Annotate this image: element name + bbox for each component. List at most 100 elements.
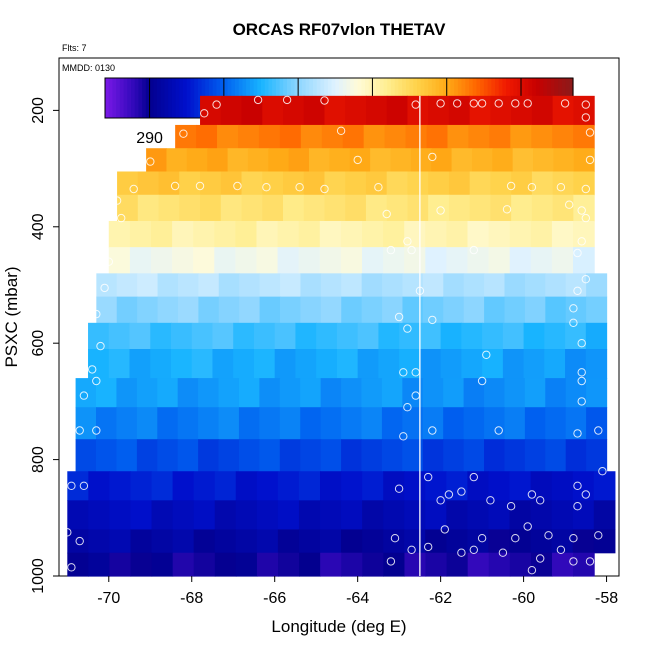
heatmap-cell bbox=[172, 471, 195, 501]
heatmap-cell bbox=[341, 439, 363, 472]
heatmap-cell bbox=[109, 529, 132, 554]
heatmap-cell bbox=[256, 552, 279, 577]
heatmap-cell bbox=[488, 471, 511, 501]
observation-point bbox=[129, 184, 138, 194]
heatmap-cell bbox=[256, 500, 279, 531]
heatmap-cell bbox=[448, 194, 471, 222]
heatmap-cell bbox=[565, 322, 587, 350]
colorbar-swatch bbox=[183, 78, 188, 118]
heatmap-cell bbox=[533, 148, 554, 173]
heatmap-cell bbox=[509, 247, 532, 274]
observation-point bbox=[424, 472, 433, 482]
observation-point bbox=[282, 95, 292, 105]
observation-point bbox=[457, 548, 466, 557]
observation-point bbox=[436, 99, 445, 108]
colorbar-swatch bbox=[186, 78, 192, 118]
colorbar-swatch bbox=[190, 78, 195, 118]
heatmap-cell bbox=[309, 148, 330, 173]
heatmap-cell bbox=[67, 529, 89, 554]
heatmap-cell bbox=[404, 500, 426, 531]
colorbar-swatch bbox=[179, 78, 184, 118]
heatmap-cell bbox=[259, 378, 281, 408]
heatmap-cell bbox=[88, 471, 111, 501]
heatmap-cell bbox=[200, 171, 222, 196]
y-axis-label: PSXC (mbar) bbox=[2, 266, 21, 367]
heatmap-cell bbox=[467, 220, 490, 248]
heatmap-cell bbox=[218, 273, 240, 298]
heatmap-cell bbox=[362, 220, 384, 248]
heatmap-cell bbox=[75, 439, 97, 472]
colorbar-swatch bbox=[123, 78, 128, 118]
heatmap-cell bbox=[88, 552, 111, 577]
colorbar-swatch bbox=[142, 78, 147, 118]
heatmap-cell bbox=[551, 552, 574, 577]
x-axis-tick-label: -66 bbox=[263, 590, 286, 607]
heatmap-cell bbox=[509, 529, 532, 554]
heatmap-cell bbox=[440, 322, 462, 350]
heatmap-cell bbox=[320, 378, 342, 408]
observation-point bbox=[428, 152, 437, 162]
heatmap-cell bbox=[565, 273, 587, 298]
heatmap-cell bbox=[214, 220, 236, 248]
heatmap-cell bbox=[488, 500, 511, 531]
heatmap-cell bbox=[370, 148, 392, 173]
heatmap-cell bbox=[386, 171, 409, 196]
heatmap-cell bbox=[362, 471, 384, 501]
heatmap-cell bbox=[88, 500, 111, 531]
observation-point bbox=[477, 99, 487, 108]
observation-point bbox=[386, 245, 396, 255]
heatmap-cell bbox=[235, 471, 258, 501]
heatmap-cell bbox=[233, 349, 255, 379]
observation-point bbox=[585, 155, 595, 165]
heatmap-cell bbox=[502, 322, 525, 350]
heatmap-cell bbox=[362, 529, 384, 554]
observation-point bbox=[581, 490, 590, 499]
heatmap-cell bbox=[214, 471, 237, 501]
heatmap-cell bbox=[545, 273, 567, 298]
heatmap-cell bbox=[586, 273, 608, 298]
observation-point bbox=[96, 341, 105, 351]
observation-point bbox=[117, 213, 126, 223]
heatmap-cell bbox=[573, 247, 595, 274]
observation-point bbox=[556, 183, 566, 192]
heatmap-cell bbox=[316, 322, 338, 350]
observation-point bbox=[573, 248, 582, 258]
heatmap-cell bbox=[422, 378, 444, 408]
heatmap-cell bbox=[345, 194, 367, 222]
heatmap-cell bbox=[67, 552, 89, 577]
heatmap-cell bbox=[235, 500, 258, 531]
heatmap-cell bbox=[279, 407, 301, 440]
heatmap-cell bbox=[220, 171, 243, 196]
heatmap-cell bbox=[277, 220, 300, 248]
heatmap-cell bbox=[488, 247, 511, 274]
observation-point bbox=[403, 324, 412, 333]
heatmap-cell bbox=[361, 296, 383, 324]
heatmap-cell bbox=[298, 247, 321, 274]
heatmap-cell bbox=[280, 296, 302, 324]
heatmap-cell bbox=[504, 296, 526, 324]
heatmap-cell bbox=[172, 500, 195, 531]
x-axis-tick-label: -64 bbox=[346, 590, 369, 607]
heatmap-cell bbox=[218, 407, 240, 440]
observation-point bbox=[436, 496, 445, 505]
observation-point bbox=[469, 545, 478, 554]
heatmap-cell bbox=[585, 322, 608, 350]
heatmap-cell bbox=[378, 349, 400, 379]
observation-point bbox=[573, 481, 582, 490]
heatmap-cell bbox=[253, 349, 276, 379]
heatmap-cell bbox=[523, 322, 545, 350]
observation-point bbox=[511, 534, 520, 543]
heatmap-cell bbox=[109, 500, 132, 531]
heatmap-cell bbox=[357, 322, 380, 350]
heatmap-cell bbox=[422, 407, 444, 440]
heatmap-cell bbox=[238, 439, 260, 472]
observation-point bbox=[320, 96, 329, 105]
heatmap-cell bbox=[448, 95, 471, 126]
heatmap-cell bbox=[544, 349, 566, 379]
heatmap-cell bbox=[341, 296, 363, 324]
observation-point bbox=[112, 196, 122, 205]
heatmap-cell bbox=[235, 552, 258, 577]
heatmap-cell bbox=[336, 322, 359, 350]
heatmap-cell bbox=[425, 247, 447, 274]
heatmap-cell bbox=[425, 471, 447, 501]
